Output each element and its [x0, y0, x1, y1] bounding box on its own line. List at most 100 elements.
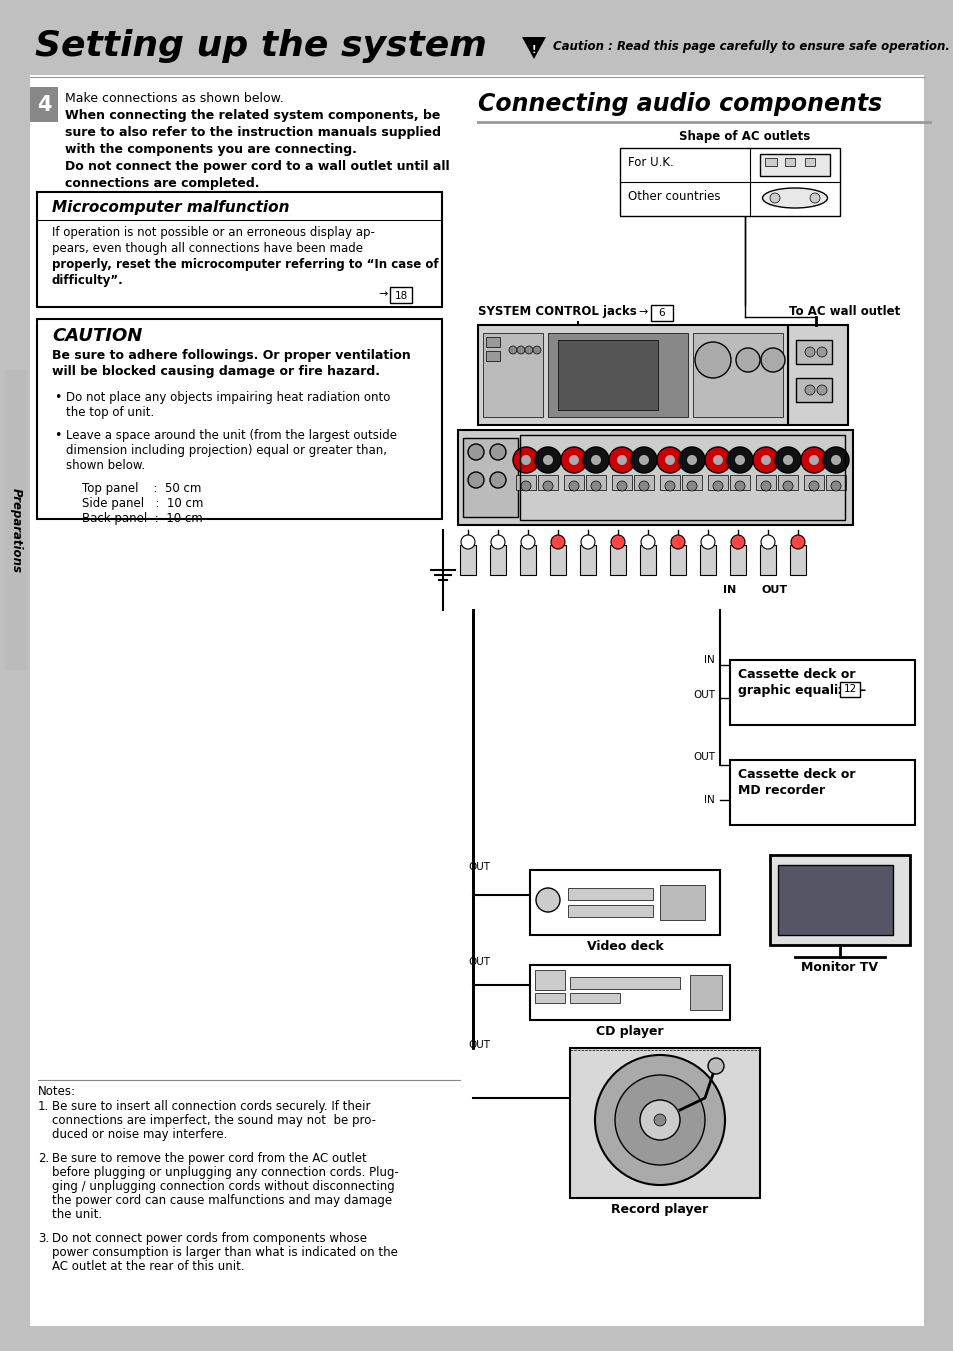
Circle shape: [640, 535, 655, 549]
Bar: [569, 1048, 760, 1198]
Circle shape: [760, 481, 770, 490]
Circle shape: [608, 447, 635, 473]
Text: OUT: OUT: [761, 585, 787, 594]
Text: 6: 6: [658, 308, 664, 317]
Bar: [619, 149, 840, 216]
Circle shape: [517, 346, 524, 354]
Text: Caution : Read this page carefully to ensure safe operation.: Caution : Read this page carefully to en…: [553, 41, 949, 53]
Bar: [669, 544, 685, 576]
Text: properly, reset the microcomputer referring to “In case of: properly, reset the microcomputer referr…: [52, 258, 438, 272]
Text: OUT: OUT: [468, 862, 490, 871]
Bar: [37, 319, 441, 519]
Text: !: !: [531, 45, 536, 55]
Text: MD recorder: MD recorder: [738, 784, 824, 797]
Text: sure to also refer to the instruction manuals supplied: sure to also refer to the instruction ma…: [65, 126, 440, 139]
Text: Notes:: Notes:: [38, 1085, 76, 1098]
Text: 2.: 2.: [38, 1152, 50, 1165]
Circle shape: [490, 444, 505, 459]
Circle shape: [520, 455, 531, 465]
Circle shape: [491, 535, 504, 549]
Bar: [764, 158, 776, 166]
Text: Connecting audio components: Connecting audio components: [477, 92, 882, 116]
Bar: [530, 870, 720, 935]
Bar: [609, 544, 625, 576]
Circle shape: [535, 447, 560, 473]
Bar: [457, 430, 852, 526]
Text: the unit.: the unit.: [52, 1208, 102, 1221]
Text: Video deck: Video deck: [586, 940, 662, 952]
Bar: [692, 332, 782, 417]
Circle shape: [809, 193, 820, 203]
Bar: [707, 476, 727, 490]
Bar: [535, 993, 564, 1002]
Circle shape: [735, 349, 760, 372]
Bar: [485, 351, 499, 361]
Bar: [567, 905, 652, 917]
Bar: [769, 855, 909, 944]
Bar: [689, 975, 721, 1011]
Text: Monitor TV: Monitor TV: [801, 961, 878, 974]
Text: pears, even though all connections have been made: pears, even though all connections have …: [52, 242, 363, 255]
Bar: [787, 326, 847, 426]
Bar: [567, 888, 652, 900]
Circle shape: [707, 1058, 723, 1074]
Circle shape: [639, 455, 648, 465]
Bar: [30, 86, 58, 122]
Text: Cassette deck or: Cassette deck or: [738, 767, 855, 781]
Bar: [760, 154, 829, 176]
Bar: [37, 192, 441, 307]
Text: To AC wall outlet: To AC wall outlet: [788, 305, 900, 317]
Circle shape: [734, 481, 744, 490]
Circle shape: [533, 346, 540, 354]
Text: IN: IN: [703, 794, 714, 805]
Text: 3.: 3.: [38, 1232, 49, 1246]
Bar: [700, 544, 716, 576]
Bar: [778, 476, 797, 490]
Text: For U.K.: For U.K.: [627, 155, 673, 169]
Text: connections are completed.: connections are completed.: [65, 177, 259, 190]
Bar: [569, 977, 679, 989]
Text: Be sure to remove the power cord from the AC outlet: Be sure to remove the power cord from th…: [52, 1152, 366, 1165]
Bar: [516, 476, 536, 490]
Circle shape: [630, 447, 657, 473]
Bar: [825, 476, 845, 490]
Text: Record player: Record player: [611, 1202, 708, 1216]
Text: Cassette deck or: Cassette deck or: [738, 667, 855, 681]
Bar: [462, 438, 517, 517]
Circle shape: [686, 481, 697, 490]
Circle shape: [524, 346, 533, 354]
Circle shape: [760, 535, 774, 549]
Circle shape: [808, 455, 818, 465]
Bar: [803, 476, 823, 490]
Circle shape: [610, 535, 624, 549]
Text: CD player: CD player: [596, 1025, 663, 1038]
Bar: [579, 544, 596, 576]
Text: connections are imperfect, the sound may not  be pro-: connections are imperfect, the sound may…: [52, 1115, 375, 1127]
Circle shape: [542, 455, 553, 465]
Text: Be sure to adhere followings. Or proper ventilation: Be sure to adhere followings. Or proper …: [52, 349, 411, 362]
Circle shape: [468, 471, 483, 488]
Bar: [755, 476, 775, 490]
Bar: [639, 544, 656, 576]
Bar: [760, 544, 775, 576]
Text: 4: 4: [37, 95, 51, 115]
Circle shape: [782, 455, 792, 465]
Circle shape: [468, 444, 483, 459]
Circle shape: [830, 455, 841, 465]
Circle shape: [804, 385, 814, 394]
Text: shown below.: shown below.: [66, 459, 145, 471]
Circle shape: [664, 455, 675, 465]
Bar: [795, 340, 831, 363]
Bar: [804, 158, 814, 166]
Text: before plugging or unplugging any connection cords. Plug-: before plugging or unplugging any connec…: [52, 1166, 398, 1179]
Bar: [729, 476, 749, 490]
Text: When connecting the related system components, be: When connecting the related system compo…: [65, 109, 440, 122]
Text: OUT: OUT: [468, 957, 490, 967]
Text: •: •: [54, 430, 61, 442]
Bar: [519, 435, 844, 520]
Bar: [485, 336, 499, 347]
Bar: [585, 476, 605, 490]
Text: OUT: OUT: [692, 690, 714, 700]
Bar: [550, 544, 565, 576]
Circle shape: [595, 1055, 724, 1185]
